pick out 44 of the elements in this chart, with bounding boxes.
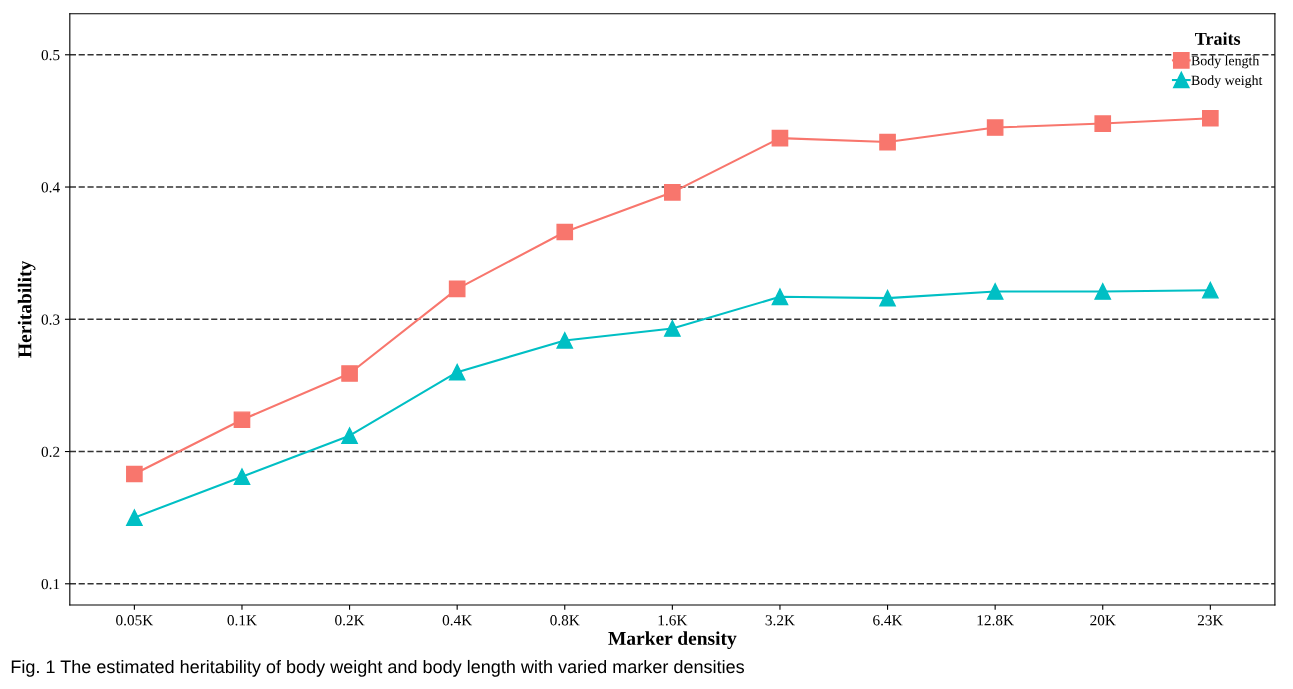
point [1094, 283, 1112, 300]
x-tick-label: 1.6K [658, 615, 688, 626]
point [448, 280, 466, 298]
x-tick-label: 0.2K [335, 615, 365, 626]
point [664, 183, 681, 201]
point [879, 133, 896, 151]
legend-label: Body weight [1191, 75, 1263, 88]
y-tick-label: 0.3 [41, 314, 60, 325]
x-axis-title: Marker density [608, 631, 737, 649]
x-tick-label: 6.4K [873, 615, 903, 626]
x-tick-label: 0.05K [116, 615, 154, 626]
y-axis-title: Heritability [17, 260, 36, 358]
x-tick-label: 3.2K [765, 615, 795, 626]
y-tick-label: 0.4 [41, 182, 60, 193]
point [986, 283, 1004, 300]
point [448, 363, 466, 381]
point [556, 223, 574, 241]
y-tick-label: 0.1 [41, 578, 60, 590]
x-tick-label: 0.4K [442, 615, 473, 626]
point [771, 288, 789, 306]
point [879, 289, 896, 307]
x-tick-label: 23K [1197, 615, 1224, 626]
point [1094, 115, 1112, 132]
y-tick-label: 0.2 [41, 446, 60, 458]
point [341, 365, 358, 382]
x-tick-label: 0.8K [550, 615, 580, 626]
point [1202, 281, 1219, 299]
point [986, 119, 1004, 136]
x-tick-label: 20K [1090, 615, 1116, 626]
caption: Fig. 1 The estimated heritability of body weight and body length with varied marker densities [11, 659, 745, 677]
point [233, 411, 251, 429]
point [771, 129, 789, 147]
x-tick-label: 12.8K [977, 615, 1014, 626]
x-tick-label: 0.1K [227, 615, 257, 626]
legend-label: Body length [1191, 55, 1260, 69]
point [1202, 109, 1219, 127]
point [556, 332, 574, 349]
y-tick-label: 0.5 [41, 49, 60, 61]
point [126, 509, 143, 526]
legend-title: Traits [1195, 32, 1241, 45]
point [233, 468, 251, 485]
point [664, 320, 681, 337]
point [341, 427, 358, 444]
point [126, 465, 143, 483]
